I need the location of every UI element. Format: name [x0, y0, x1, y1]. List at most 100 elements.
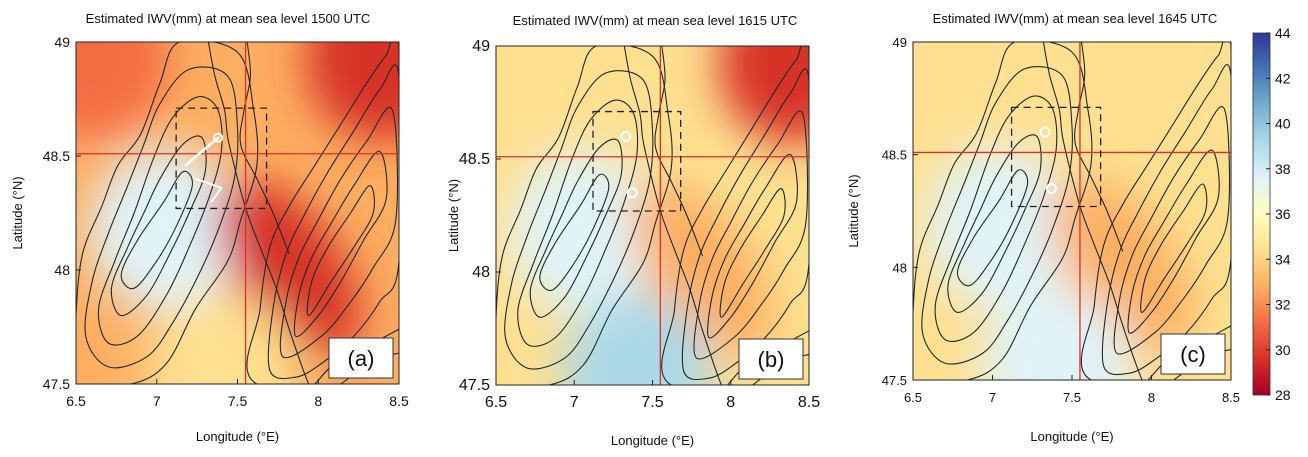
- contour-east-0: [246, 42, 399, 384]
- x-tick-label: 7.5: [641, 394, 663, 411]
- colorbar-tick-label: 34: [1275, 251, 1291, 267]
- x-tick-label: 7: [570, 394, 579, 411]
- panel-label: (b): [758, 347, 785, 372]
- contour-east-2: [279, 106, 399, 359]
- panel-label: (c): [1180, 342, 1206, 367]
- contour-west-4: [120, 170, 193, 290]
- contour-west-3: [529, 138, 623, 318]
- y-axis-label: Latitude (°N): [10, 176, 25, 249]
- contour-east-2: [1113, 106, 1231, 355]
- iwv-blob-south: [979, 288, 1133, 380]
- y-axis-label: Latitude (°N): [446, 179, 461, 252]
- iwv-blob-rhine-valley-centre: [631, 181, 774, 358]
- colorbar-tick-label: 28: [1275, 387, 1291, 403]
- chart-title: Estimated IWV(mm) at mean sea level 1500…: [86, 11, 371, 26]
- panel-label: (a): [348, 346, 375, 371]
- iwv-blob-south: [561, 293, 712, 385]
- colorbar-tick-label: 36: [1275, 206, 1291, 222]
- contour-line-1: [239, 42, 290, 255]
- panel-label-box: [328, 337, 394, 379]
- y-tick-label: 47.5: [459, 377, 490, 394]
- y-tick-label: 49: [472, 38, 490, 55]
- contour-line-0: [1042, 42, 1143, 380]
- marker-circle: [626, 187, 638, 199]
- contour-east-3: [293, 150, 388, 338]
- y-tick-label: 49: [893, 35, 907, 50]
- iwv-blob-west-uplands: [925, 146, 1079, 310]
- marker-circle: [1039, 126, 1051, 138]
- chart-title: Estimated IWV(mm) at mean sea level 1645…: [933, 11, 1218, 26]
- markers: [1039, 126, 1057, 194]
- contour-east-2: [693, 110, 809, 360]
- y-tick-label: 48.5: [459, 151, 490, 168]
- x-tick-label: 6.5: [904, 390, 922, 405]
- contour-east-0: [661, 46, 809, 385]
- contour-west-2: [97, 96, 223, 346]
- contour-east-0: [1080, 42, 1231, 380]
- iwv-field: [496, 46, 809, 385]
- colorbar-tick-label: 30: [1275, 342, 1291, 358]
- x-axis-label: Longitude (°E): [1030, 429, 1113, 444]
- x-tick-label: 8: [314, 393, 322, 409]
- markers: [620, 130, 638, 199]
- x-tick-label: 7.5: [228, 393, 248, 409]
- contour-west-2: [934, 95, 1058, 342]
- x-tick-label: 8: [1148, 390, 1155, 405]
- marker-line: [184, 136, 220, 167]
- contour-west-4: [956, 169, 1029, 287]
- iwv-blob-northwest-corner: [496, 46, 587, 145]
- contour-east-3: [707, 153, 798, 339]
- contour-west-0: [496, 46, 673, 385]
- y-tick-label: 48.5: [882, 148, 907, 163]
- x-tick-label: 7: [989, 390, 996, 405]
- contour-east-4: [1140, 183, 1208, 313]
- iwv-blob-south: [143, 291, 299, 384]
- x-tick-label: 7: [153, 393, 161, 409]
- contour-west-2: [517, 99, 639, 347]
- x-tick-label: 6.5: [66, 393, 86, 409]
- colorbar-tick-label: 32: [1275, 297, 1291, 313]
- x-tick-label: 7.5: [1063, 390, 1081, 405]
- y-tick-label: 48: [54, 262, 70, 278]
- contour-west-1: [84, 66, 239, 369]
- contour-west-3: [947, 134, 1042, 313]
- panel-label-box: [738, 338, 804, 380]
- contour-west-0: [913, 42, 1093, 380]
- iwv-blob-rhine-valley-centre: [1051, 177, 1195, 354]
- panel-b: 6.5 7 7.5 8 8.5 47.5 48 48.5 49 (b) Estimated IWV(…: [446, 13, 820, 448]
- colorbar-tick-label: 40: [1275, 116, 1291, 132]
- contour-west-1: [504, 70, 654, 370]
- marker-line-2: [194, 177, 223, 189]
- marker-line-3: [210, 186, 223, 203]
- colorbar-tick-label: 44: [1275, 25, 1291, 41]
- dashed-box: [592, 110, 682, 212]
- y-tick-label: 48: [472, 264, 490, 281]
- contour-lines: [496, 46, 809, 385]
- y-tick-label: 49: [54, 34, 70, 50]
- y-tick-label: 48.5: [43, 148, 70, 164]
- markers: [184, 132, 224, 203]
- y-tick-label: 48: [893, 260, 907, 275]
- x-tick-label: 8.5: [389, 393, 409, 409]
- dashed-box: [1010, 106, 1102, 208]
- y-axis-label: Latitude (°N): [846, 174, 861, 247]
- marker-circle: [213, 132, 224, 143]
- iwv-field: [76, 42, 399, 384]
- iwv-blob-northeast-corner: [1138, 42, 1231, 140]
- contour-west-3: [110, 135, 207, 317]
- panel-label-box: [1160, 333, 1226, 375]
- contour-east-4: [719, 187, 786, 318]
- x-tick-label: 6.5: [485, 394, 507, 411]
- x-tick-label: 8.5: [798, 394, 820, 411]
- contour-east-3: [1127, 149, 1220, 334]
- iwv-blob-rhine-valley-centre: [216, 178, 362, 357]
- contour-west-1: [921, 66, 1073, 365]
- panel-a: 6.5 7 7.5 8 8.5 47.5 48 48.5 49 (a) Estimated IWV(…: [10, 11, 409, 444]
- contour-line-0: [207, 42, 310, 384]
- colorbar: 28 30 32 34 36 38 40 42 44: [1252, 25, 1291, 403]
- colorbar-tick-label: 42: [1275, 70, 1291, 86]
- y-tick-label: 47.5: [882, 373, 907, 388]
- marker-circle: [620, 130, 632, 142]
- contour-east-4: [306, 185, 375, 317]
